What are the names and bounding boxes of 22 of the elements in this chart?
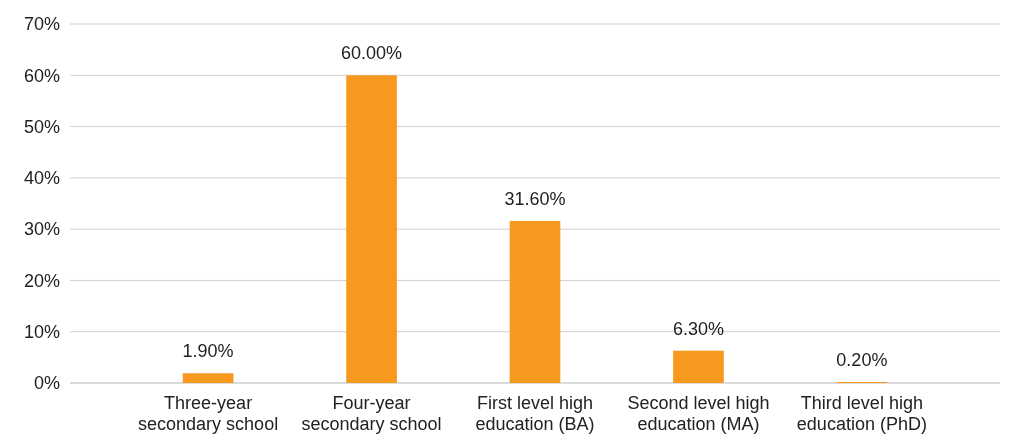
data-label: 60.00% [341,43,403,64]
data-label: 0.20% [836,349,888,370]
data-label: 31.60% [504,188,566,209]
y-tick-label: 20% [23,270,60,291]
data-label: 6.30% [672,318,724,339]
x-tick-label: Three-year secondary school [138,393,279,434]
y-tick-label: 30% [23,219,60,240]
y-tick-label: 50% [23,116,60,137]
y-tick-label: 60% [23,65,60,86]
x-tick-label: Four-year secondary school [301,393,442,434]
x-tick-label: Second level high education (MA) [627,393,770,434]
bar [509,220,561,383]
x-tick-label: First level high education (BA) [475,393,595,434]
bar [673,350,724,383]
y-tick-label: 70% [23,14,60,35]
y-tick-label: 10% [23,322,60,343]
bar [182,373,234,383]
y-tick-label: 0% [33,373,60,394]
bar [346,75,397,383]
data-label: 1.90% [182,341,234,362]
y-tick-label: 40% [23,168,60,189]
x-tick-label: Third level high education (PhD) [796,393,927,434]
